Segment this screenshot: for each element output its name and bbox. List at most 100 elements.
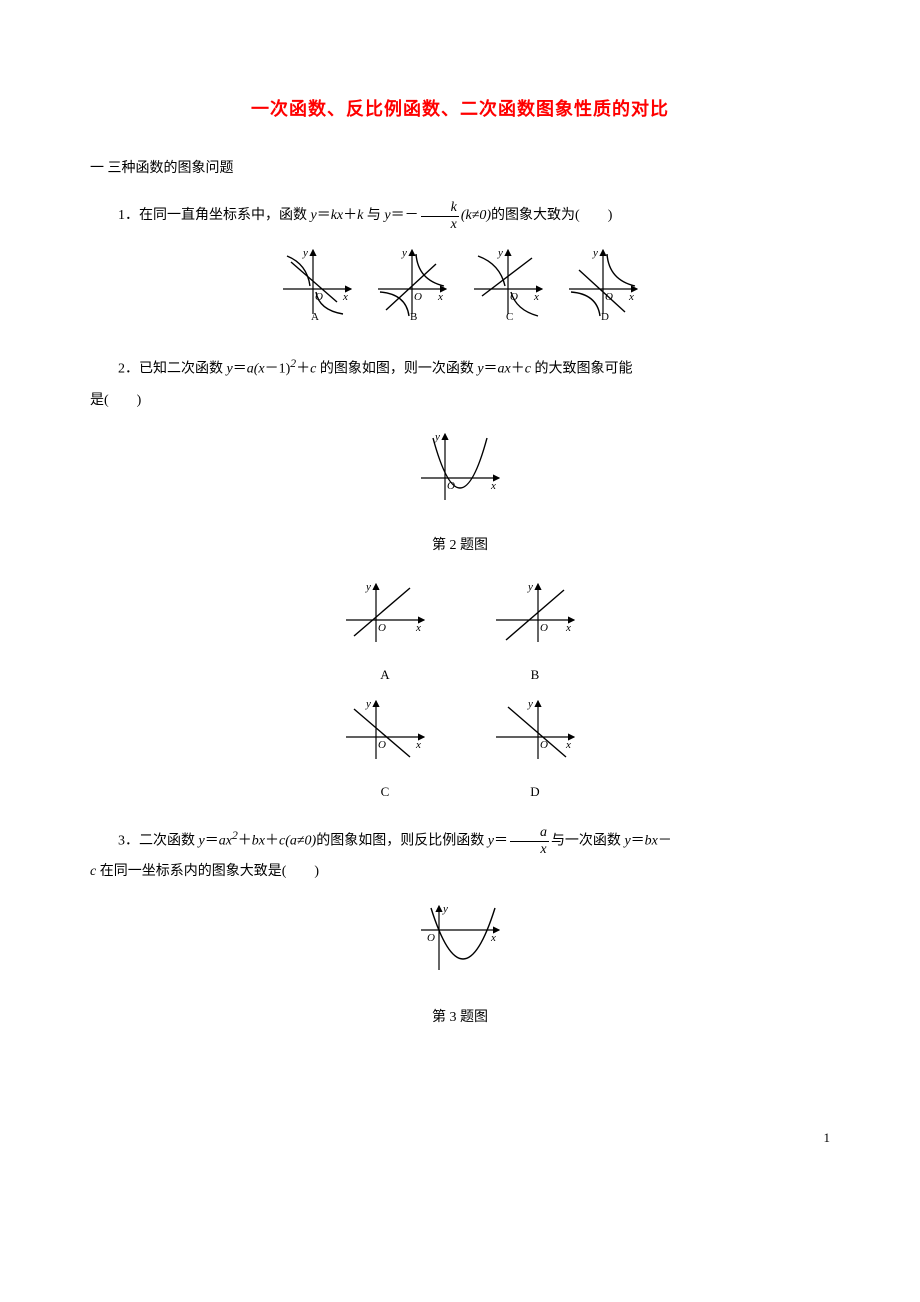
svg-text:y: y [527, 581, 533, 593]
q1-graph-d: O x y D [563, 244, 643, 322]
q1-eqa-kx: kx [331, 209, 343, 224]
svg-text:x: x [415, 622, 421, 634]
q1-graph-row: O x y A O x y B O [90, 244, 830, 335]
q2-opt-d: O x y D [490, 695, 580, 806]
q1-cond: (k≠0) [461, 209, 491, 224]
svg-text:y: y [365, 698, 371, 710]
q3-text: 3．二次函数 y＝ax2＋bx＋c(a≠0)的图象如图，则反比例函数 y＝ax与… [90, 823, 830, 857]
q2-eq-plus: ＋ [296, 362, 310, 377]
q2-opt-a-label: A [340, 661, 430, 690]
q2-line2: 是( ) [90, 386, 830, 417]
q1-post: 的图象大致为( ) [491, 209, 612, 224]
q2-eq2-plus: ＋ [511, 362, 525, 377]
svg-text:y: y [401, 247, 407, 259]
svg-text:y: y [365, 581, 371, 593]
svg-text:O: O [540, 622, 548, 634]
svg-text:O: O [378, 622, 386, 634]
q2-opt-b-label: B [490, 661, 580, 690]
q1-opt-b-label: B [410, 311, 417, 322]
svg-text:x: x [415, 739, 421, 751]
question-2: 2．已知二次函数 y＝a(x－1)2＋c 的图象如图，则一次函数 y＝ax＋c … [90, 351, 830, 807]
q1-opt-c-label: C [506, 311, 513, 322]
q3-frac: ax [510, 825, 549, 857]
q1-opt-a-label: A [311, 311, 319, 322]
q1-eqa-eq: ＝ [317, 209, 331, 224]
q3-number: 3． [118, 833, 139, 848]
svg-text:y: y [434, 431, 440, 443]
q2-opt-c-label: C [340, 778, 430, 807]
q3-eq2-eq: ＝ [494, 833, 508, 848]
q1-graph-b: O x y B [372, 244, 452, 322]
q1-graph-a: O x y A [277, 244, 357, 322]
q2-opt-a: O x y A [340, 578, 430, 689]
q2-eq-eq: ＝ [233, 362, 247, 377]
q2-text: 2．已知二次函数 y＝a(x－1)2＋c 的图象如图，则一次函数 y＝ax＋c … [90, 351, 830, 385]
q3-ref-graph: O x y [90, 900, 830, 991]
q1-fraction: kx [421, 200, 459, 232]
page-number: 1 [90, 1124, 830, 1153]
q1-number: 1． [118, 209, 139, 224]
q2-opt-c: O x y C [340, 695, 430, 806]
svg-text:x: x [490, 480, 496, 492]
q3-cond: (a≠0) [285, 833, 316, 848]
q3-line2-post: 在同一坐标系内的图象大致是( ) [96, 864, 319, 879]
q3-line2: c 在同一坐标系内的图象大致是( ) [90, 857, 830, 888]
svg-text:O: O [427, 932, 435, 944]
svg-text:y: y [442, 903, 448, 915]
q3-eq-eq: ＝ [205, 833, 219, 848]
q2-pre: 已知二次函数 [139, 362, 227, 377]
svg-text:x: x [342, 291, 348, 303]
q3-eq-p2: ＋ [265, 833, 279, 848]
q3-caption: 第 3 题图 [90, 1003, 830, 1034]
q2-eq2-ax: ax [498, 362, 511, 377]
question-1: 1．在同一直角坐标系中，函数 y＝kx＋k 与 y＝－kx(k≠0)的图象大致为… [90, 200, 830, 335]
q3-frac-num: a [510, 825, 549, 841]
q2-mid: 的图象如图，则一次函数 [316, 362, 477, 377]
q3-frac-den: x [510, 842, 549, 857]
q1-graph-c: O x y C [468, 244, 548, 322]
q3-mid2: 与一次函数 [551, 833, 625, 848]
svg-text:x: x [490, 932, 496, 944]
svg-text:x: x [565, 622, 571, 634]
q1-frac-num: k [421, 200, 459, 216]
svg-text:y: y [592, 247, 598, 259]
q2-eq2-eq: ＝ [484, 362, 498, 377]
q1-frac-den: x [421, 217, 459, 232]
svg-text:x: x [533, 291, 539, 303]
q2-post: 的大致图象可能 [531, 362, 633, 377]
svg-text:O: O [414, 291, 422, 303]
q1-mid: 与 [363, 209, 384, 224]
q1-pre: 在同一直角坐标系中，函数 [139, 209, 311, 224]
q2-parabola-graph: O x y [415, 428, 505, 506]
svg-text:x: x [565, 739, 571, 751]
q3-eq-p1: ＋ [238, 833, 252, 848]
q1-eqb-eq: ＝－ [391, 209, 419, 224]
q3-pre: 二次函数 [139, 833, 199, 848]
q2-opt-d-label: D [490, 778, 580, 807]
q2-number: 2． [118, 362, 139, 377]
q2-eq-paren: (x [254, 362, 265, 377]
q1-opt-d-label: D [601, 311, 609, 322]
q3-mid: 的图象如图，则反比例函数 [316, 833, 488, 848]
q3-eq3-eq: ＝ [631, 833, 645, 848]
q3-eq-ax: ax [219, 833, 232, 848]
q2-opt-b: O x y B [490, 578, 580, 689]
q3-eq3-bx: bx [645, 833, 658, 848]
svg-text:y: y [302, 247, 308, 259]
svg-text:y: y [527, 698, 533, 710]
q2-eq-a: a [247, 362, 254, 377]
q2-caption: 第 2 题图 [90, 531, 830, 562]
q3-parabola-graph: O x y [415, 900, 505, 978]
q3-eq-bx: bx [252, 833, 265, 848]
q3-eq3-minus: － [658, 833, 672, 848]
q1-eqa-plus: ＋ [343, 209, 357, 224]
q2-eq-m1: －1) [265, 362, 291, 377]
svg-text:y: y [497, 247, 503, 259]
question-3: 3．二次函数 y＝ax2＋bx＋c(a≠0)的图象如图，则反比例函数 y＝ax与… [90, 823, 830, 1034]
svg-text:O: O [378, 739, 386, 751]
section-heading: 一 三种函数的图象问题 [90, 154, 830, 185]
svg-text:x: x [628, 291, 634, 303]
q2-options-grid: O x y A O x y B O x [90, 578, 830, 807]
q1-text: 1．在同一直角坐标系中，函数 y＝kx＋k 与 y＝－kx(k≠0)的图象大致为… [90, 200, 830, 232]
q2-ref-graph: O x y [90, 428, 830, 519]
